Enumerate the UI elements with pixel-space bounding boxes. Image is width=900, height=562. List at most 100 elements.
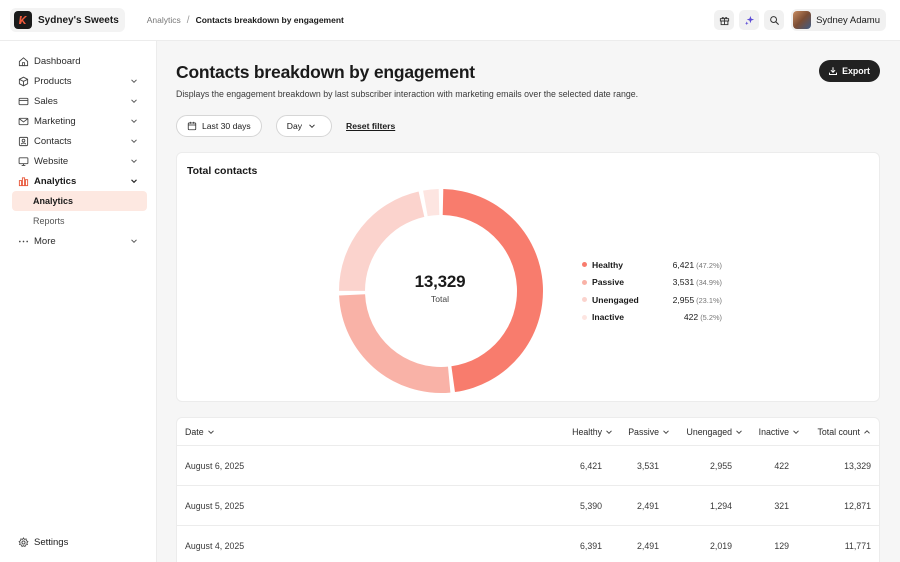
legend-percent: (5.2%)	[700, 313, 722, 323]
column-header-total-count[interactable]: Total count	[817, 427, 871, 437]
sidebar: Dashboard Products Sales Marketing Conta…	[0, 41, 157, 562]
granularity-label: Day	[286, 121, 303, 131]
main-content: Contacts breakdown by engagement Display…	[157, 41, 900, 562]
table-cell: 1,294	[709, 501, 732, 511]
sidebar-item-sales[interactable]: Sales	[0, 91, 156, 111]
table-cell: August 4, 2025	[185, 541, 245, 551]
search-icon	[769, 15, 779, 25]
legend-swatch	[582, 297, 587, 303]
chevron-down-icon	[131, 79, 137, 84]
column-header-date[interactable]: Date	[185, 427, 215, 437]
granularity-select[interactable]: Day	[275, 115, 333, 137]
legend-value: 6,421 (47.2%)	[672, 259, 722, 270]
donut-slice-inactive[interactable]	[423, 189, 440, 217]
sidebar-item-marketing[interactable]: Marketing	[0, 111, 156, 131]
reset-filters-link[interactable]: Reset filters	[346, 121, 396, 131]
user-menu[interactable]: Sydney Adamu	[791, 9, 886, 31]
sidebar-subitem-analytics[interactable]: Analytics	[12, 191, 147, 211]
legend-value: 3,531 (34.9%)	[672, 277, 722, 288]
legend-percent: (23.1%)	[696, 295, 722, 305]
legend-percent: (47.2%)	[696, 260, 722, 270]
calendar-icon	[187, 121, 197, 131]
table-row[interactable]: August 6, 2025 6,421 3,531 2,955 422 13,329	[177, 446, 879, 486]
legend-swatch	[582, 314, 587, 320]
brand-switcher[interactable]: Sydney's Sweets	[10, 8, 125, 32]
settings-label: Settings	[34, 537, 69, 548]
top-bar: Sydney's Sweets Analytics / Contacts bre…	[0, 0, 900, 41]
legend-label: Unengaged	[592, 294, 639, 305]
gift-button[interactable]	[714, 10, 735, 30]
sidebar-item-label: Marketing	[34, 115, 76, 127]
column-header-label: Passive	[628, 427, 659, 437]
table-cell: 12,871	[844, 501, 871, 511]
sidebar-item-products[interactable]: Products	[0, 71, 156, 91]
sparkle-icon	[744, 15, 754, 25]
page-title: Contacts breakdown by engagement	[176, 62, 475, 82]
sort-chevron-down-icon	[207, 430, 214, 435]
contacts-icon	[18, 136, 29, 147]
sidebar-item-more[interactable]: More	[0, 231, 156, 251]
column-header-inactive[interactable]: Inactive	[759, 427, 800, 437]
table-cell: 129	[774, 541, 789, 551]
sidebar-item-contacts[interactable]: Contacts	[0, 131, 156, 151]
total-contacts-card: Total contacts 13,329 Total Healthy 6,421…	[176, 152, 880, 402]
chart-icon	[18, 176, 29, 187]
breadcrumb-parent[interactable]: Analytics	[146, 15, 181, 25]
date-range-label: Last 30 days	[202, 121, 251, 131]
column-header-label: Healthy	[572, 427, 602, 437]
donut-slice-healthy[interactable]	[442, 189, 543, 393]
table-cell: 422	[774, 461, 789, 471]
legend-label: Healthy	[592, 259, 624, 270]
filters-bar: Last 30 days Day Reset filters	[176, 115, 395, 137]
legend-item-passive[interactable]: Passive 3,531 (34.9%)	[582, 274, 722, 292]
export-button[interactable]: Export	[819, 60, 880, 82]
sidebar-item-settings[interactable]: Settings	[18, 537, 68, 548]
mail-icon	[18, 116, 29, 127]
donut-total: 13,329	[414, 272, 466, 291]
gift-icon	[719, 16, 729, 25]
table-cell: 2,491	[636, 501, 659, 511]
table-header: Date Healthy Passive Unengaged Inactive Total…	[177, 418, 879, 446]
legend-item-unengaged[interactable]: Unengaged 2,955 (23.1%)	[582, 291, 722, 309]
engagement-table: Date Healthy Passive Unengaged Inactive Total…	[176, 417, 880, 562]
table-cell: 6,391	[579, 541, 602, 551]
legend-value: 422 (5.2%)	[683, 312, 722, 323]
column-header-healthy[interactable]: Healthy	[572, 427, 613, 437]
column-header-label: Unengaged	[686, 427, 733, 437]
donut-center: 13,329 Total	[385, 272, 495, 304]
table-body: August 6, 2025 6,421 3,531 2,955 422 13,329 Au…	[177, 446, 879, 562]
search-button[interactable]	[764, 10, 785, 30]
legend-swatch	[582, 279, 587, 285]
card-title: Total contacts	[187, 165, 258, 177]
sort-chevron-down-icon	[793, 430, 799, 435]
box-icon	[18, 76, 29, 87]
column-header-passive[interactable]: Passive	[628, 427, 670, 437]
table-row[interactable]: August 4, 2025 6,391 2,491 2,019 129 11,771	[177, 526, 879, 562]
table-row[interactable]: August 5, 2025 5,390 2,491 1,294 321 12,871	[177, 486, 879, 526]
column-header-unengaged[interactable]: Unengaged	[687, 427, 744, 437]
sidebar-item-analytics[interactable]: Analytics	[0, 171, 156, 191]
sidebar-item-label: Dashboard	[34, 55, 81, 67]
sidebar-item-label: Products	[34, 75, 72, 87]
legend-value: 2,955 (23.1%)	[672, 294, 722, 305]
legend-item-healthy[interactable]: Healthy 6,421 (47.2%)	[582, 256, 722, 274]
table-cell: 2,955	[709, 461, 732, 471]
card-icon	[18, 96, 29, 107]
sort-chevron-down-icon	[736, 430, 742, 435]
breadcrumb: Analytics / Contacts breakdown by engage…	[147, 15, 344, 26]
donut-slice-passive[interactable]	[339, 294, 451, 393]
chevron-down-icon	[131, 99, 137, 104]
sidebar-item-website[interactable]: Website	[0, 151, 156, 171]
table-cell: 3,531	[636, 461, 659, 471]
sidebar-subitem-reports[interactable]: Reports	[33, 216, 65, 226]
table-cell: August 5, 2025	[185, 501, 245, 511]
date-range-picker[interactable]: Last 30 days	[176, 115, 262, 137]
chevron-down-icon	[309, 124, 315, 129]
sort-chevron-up-icon	[864, 430, 870, 434]
sidebar-item-dashboard[interactable]: Dashboard	[0, 51, 156, 71]
table-cell: 321	[774, 501, 789, 511]
donut-slice-unengaged[interactable]	[339, 191, 425, 291]
ai-assistant-button[interactable]	[739, 10, 760, 30]
legend-item-inactive[interactable]: Inactive 422 (5.2%)	[582, 309, 722, 327]
table-cell: 2,491	[636, 541, 659, 551]
